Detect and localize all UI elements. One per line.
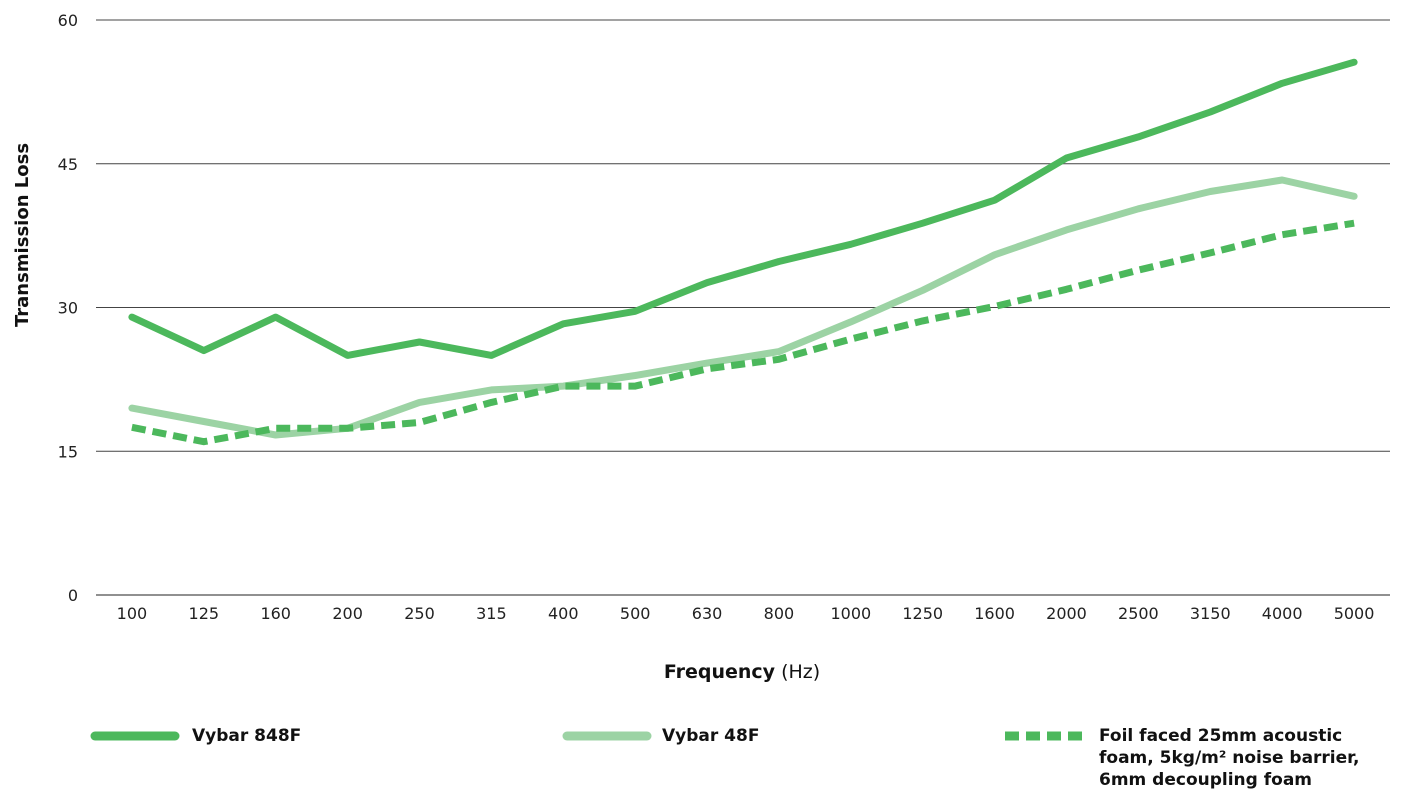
legend-item-vybar-48f: Vybar 48F: [562, 716, 862, 786]
data-point: [1351, 59, 1357, 65]
data-point: [704, 280, 710, 286]
data-point: [1351, 193, 1357, 199]
data-point: [1064, 155, 1070, 161]
data-point: [273, 314, 279, 320]
x-tick-label: 200: [332, 604, 363, 623]
data-point: [1351, 220, 1357, 226]
data-point: [1279, 232, 1285, 238]
data-point: [1135, 267, 1141, 273]
y-tick-labels: 0 15 30 45 60: [58, 11, 78, 605]
legend-swatch-48f: [562, 731, 652, 741]
data-point: [1279, 177, 1285, 183]
series-line-2: [131, 219, 1355, 446]
data-point: [920, 318, 926, 324]
data-point: [129, 405, 135, 411]
y-axis-label: Transmission Loss: [12, 143, 33, 327]
legend-item-vybar-848f: Vybar 848F: [90, 716, 390, 786]
legend-swatch-foil: [1005, 731, 1083, 741]
x-tick-label: 160: [260, 604, 291, 623]
data-point: [992, 252, 998, 258]
y-tick-label: 0: [68, 586, 78, 605]
x-tick-label: 3150: [1190, 604, 1231, 623]
data-point: [345, 352, 351, 358]
data-point: [488, 387, 494, 393]
data-point: [1135, 206, 1141, 212]
x-tick-label: 1600: [974, 604, 1015, 623]
x-tick-labels: 100 125 160 200 250 315 400 500 630 800 1000 1250 16…: [117, 604, 1375, 623]
x-tick-label: 400: [548, 604, 579, 623]
data-point: [1135, 134, 1141, 140]
legend-label-848f: Vybar 848F: [192, 726, 302, 746]
data-point: [632, 308, 638, 314]
x-tick-label: 4000: [1262, 604, 1303, 623]
x-tick-label: 250: [404, 604, 435, 623]
series-line-1: [128, 176, 1358, 439]
data-point: [992, 304, 998, 310]
legend-label-foil-line1: Foil faced 25mm acoustic: [1099, 726, 1343, 746]
data-point: [848, 336, 854, 342]
x-tick-label: 315: [476, 604, 507, 623]
y-tick-label: 15: [58, 442, 78, 461]
data-point: [201, 439, 207, 445]
x-tick-label: 630: [692, 604, 723, 623]
data-point: [704, 366, 710, 372]
x-tick-label: 2000: [1046, 604, 1087, 623]
data-point: [1207, 189, 1213, 195]
data-point: [417, 420, 423, 426]
data-point: [704, 360, 710, 366]
data-point: [129, 314, 135, 320]
data-point: [1064, 227, 1070, 233]
data-point: [560, 321, 566, 327]
series-lines: [128, 58, 1358, 446]
gridlines: [96, 19, 1390, 596]
data-point: [848, 241, 854, 247]
data-point: [201, 419, 207, 425]
x-tick-label: 500: [620, 604, 651, 623]
data-point: [1207, 250, 1213, 256]
data-point: [632, 373, 638, 379]
data-point: [345, 425, 351, 431]
x-axis-label: Frequency (Hz): [664, 661, 820, 683]
data-point: [1064, 286, 1070, 292]
data-point: [776, 259, 782, 265]
data-point: [488, 352, 494, 358]
y-tick-label: 45: [58, 155, 78, 174]
data-point: [848, 319, 854, 325]
data-point: [776, 356, 782, 362]
data-point: [1207, 109, 1213, 115]
data-point: [417, 399, 423, 405]
legend-label-foil-line3: 6mm decoupling foam: [1099, 770, 1313, 790]
y-tick-label: 60: [58, 11, 78, 30]
data-point: [632, 383, 638, 389]
x-tick-label: 1000: [830, 604, 871, 623]
data-point: [1279, 80, 1285, 86]
legend-label-48f: Vybar 48F: [662, 726, 760, 746]
y-tick-label: 30: [58, 299, 78, 318]
data-point: [273, 425, 279, 431]
x-axis-label-main: Frequency: [664, 661, 776, 683]
data-point: [560, 383, 566, 389]
data-point: [417, 339, 423, 345]
x-tick-label: 1250: [902, 604, 943, 623]
data-point: [273, 432, 279, 438]
legend-item-foil-faced: Foil faced 25mm acoustic foam, 5kg/m² no…: [1003, 716, 1398, 790]
x-axis-label-unit: (Hz): [781, 661, 820, 683]
data-point: [488, 399, 494, 405]
x-tick-label: 2500: [1118, 604, 1159, 623]
legend-swatch-848f: [90, 731, 180, 741]
x-tick-label: 100: [117, 604, 148, 623]
data-point: [129, 424, 135, 430]
x-tick-label: 5000: [1334, 604, 1375, 623]
x-tick-label: 800: [764, 604, 795, 623]
series-line-0: [128, 58, 1358, 359]
legend-label-foil-line2: foam, 5kg/m² noise barrier,: [1099, 748, 1360, 768]
data-point: [201, 348, 207, 354]
x-tick-label: 125: [189, 604, 220, 623]
data-point: [920, 287, 926, 293]
data-point: [992, 197, 998, 203]
data-point: [776, 349, 782, 355]
data-point: [920, 220, 926, 226]
